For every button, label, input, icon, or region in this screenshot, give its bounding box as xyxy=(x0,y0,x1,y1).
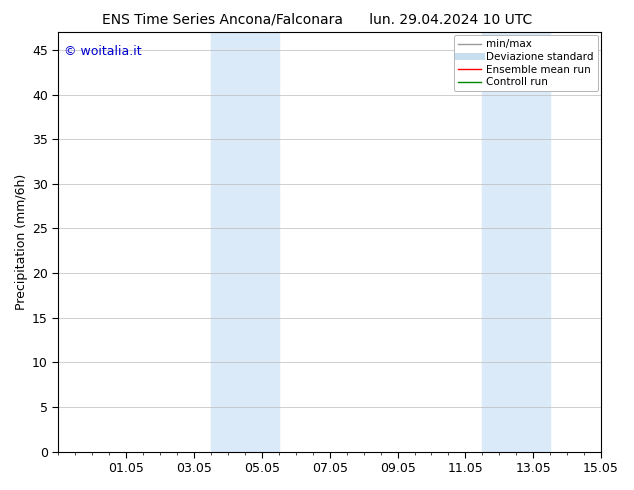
Bar xyxy=(211,32,279,452)
Legend: min/max, Deviazione standard, Ensemble mean run, Controll run: min/max, Deviazione standard, Ensemble m… xyxy=(454,35,598,92)
Text: © woitalia.it: © woitalia.it xyxy=(64,45,141,58)
Y-axis label: Precipitation (mm/6h): Precipitation (mm/6h) xyxy=(15,174,28,310)
Bar xyxy=(482,32,550,452)
Text: ENS Time Series Ancona/Falconara      lun. 29.04.2024 10 UTC: ENS Time Series Ancona/Falconara lun. 29… xyxy=(102,12,532,26)
